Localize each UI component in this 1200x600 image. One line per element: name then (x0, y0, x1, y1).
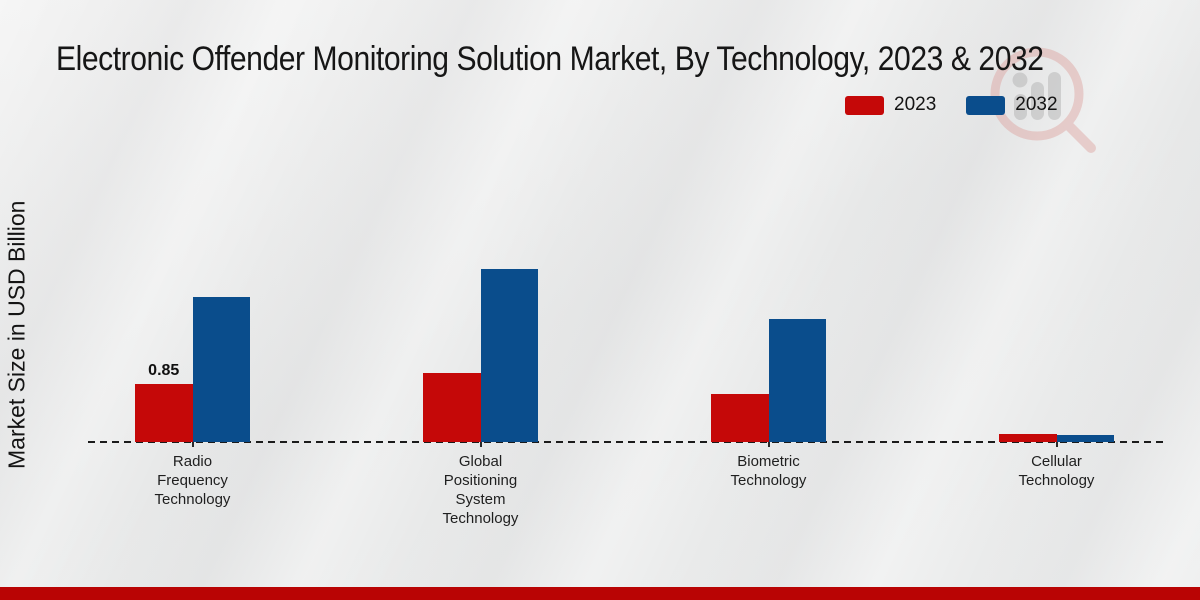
category-tick-radio-frequency-technology (191, 442, 194, 447)
legend-item-2023: 2023 (845, 94, 936, 116)
bar-2032-global-positioning-system-technology (480, 268, 538, 442)
bar-2023-radio-frequency-technology (135, 384, 193, 442)
footer-accent-bar (0, 587, 1200, 600)
watermark-logo-icon (985, 42, 1097, 154)
bar-2032-cellular-technology (1056, 435, 1114, 442)
legend-label-2032: 2032 (1015, 94, 1058, 115)
category-label-cellular-technology: Cellular Technology (1018, 453, 1095, 489)
legend: 2023 2032 (845, 94, 1058, 116)
category-label-radio-frequency-technology: Radio Frequency Technology (154, 453, 231, 508)
bar-2023-global-positioning-system-technology (423, 373, 481, 442)
bar-2032-radio-frequency-technology (192, 296, 250, 442)
bar-2023-cellular-technology (999, 433, 1057, 442)
legend-swatch-2023-icon (845, 95, 884, 115)
bar-2023-biometric-technology (711, 393, 769, 442)
category-tick-biometric-technology (767, 442, 770, 447)
category-label-biometric-technology: Biometric Technology (730, 453, 807, 489)
category-tick-cellular-technology (1055, 442, 1058, 447)
bar-value-label: 0.85 (148, 362, 180, 380)
chart-title: Electronic Offender Monitoring Solution … (56, 40, 1044, 78)
legend-label-2023: 2023 (894, 94, 937, 115)
category-tick-global-positioning-system-technology (479, 442, 482, 447)
legend-item-2032: 2032 (966, 94, 1058, 116)
legend-swatch-2032-icon (966, 95, 1006, 115)
category-label-global-positioning-system-technology: Global Positioning System Technology (442, 453, 519, 527)
x-axis-baseline (88, 441, 1168, 443)
bar-2032-biometric-technology (768, 318, 826, 442)
